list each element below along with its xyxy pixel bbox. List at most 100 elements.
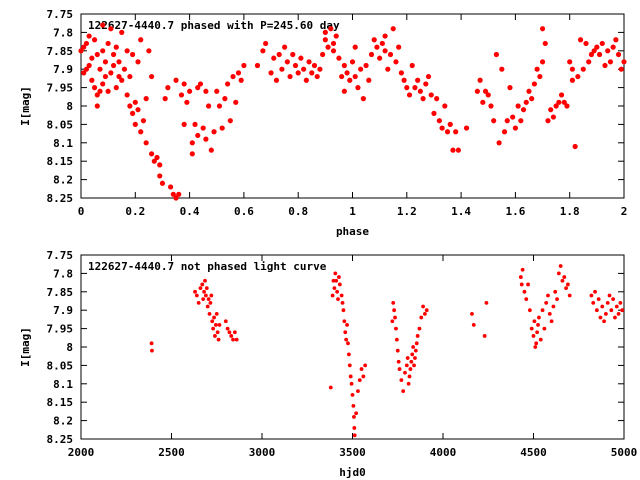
data-point (417, 326, 422, 331)
data-point (200, 125, 206, 131)
x-tick-label: 0.8 (288, 205, 308, 218)
data-point (181, 81, 187, 87)
data-point (366, 77, 372, 83)
data-point (330, 293, 335, 298)
data-point (480, 99, 486, 105)
data-point (271, 55, 277, 61)
data-point (406, 381, 411, 386)
data-point (341, 88, 347, 94)
data-point (613, 37, 619, 43)
data-point (330, 48, 337, 54)
data-point (232, 330, 237, 335)
data-point (357, 378, 362, 383)
data-point (564, 103, 570, 109)
data-point (482, 334, 487, 338)
data-point (146, 48, 152, 54)
data-point (342, 319, 347, 324)
data-point (463, 125, 470, 131)
data-point (385, 66, 391, 72)
data-point (455, 147, 461, 153)
data-point (94, 92, 100, 98)
data-point (273, 77, 280, 83)
data-point (197, 81, 204, 87)
data-point (205, 304, 210, 309)
data-point (210, 319, 215, 324)
data-point (419, 315, 424, 320)
y-tick-label: 7.9 (53, 63, 73, 76)
data-point (409, 62, 415, 69)
data-point (91, 37, 98, 43)
data-point (215, 330, 220, 335)
data-point (501, 129, 508, 135)
y-tick-label: 8 (66, 100, 73, 113)
data-point (471, 323, 476, 327)
data-point (195, 85, 201, 91)
data-point (322, 37, 328, 43)
data-point (545, 118, 551, 124)
x-tick-label: 4000 (430, 446, 457, 459)
data-point (189, 140, 195, 146)
data-point (363, 363, 368, 368)
data-point (522, 289, 527, 294)
data-point (100, 81, 106, 87)
data-point (395, 348, 400, 353)
data-point (605, 300, 610, 305)
data-point (330, 40, 337, 47)
data-point (428, 92, 434, 98)
y-tick-label: 7.85 (47, 45, 74, 58)
data-point (303, 77, 309, 83)
data-point (198, 286, 203, 291)
data-point (360, 96, 366, 102)
data-point (222, 96, 228, 102)
data-point (284, 59, 290, 65)
data-point (415, 77, 421, 83)
y-tick-label: 7.95 (47, 82, 74, 95)
data-point (393, 59, 399, 65)
data-point (97, 66, 103, 72)
data-point (488, 103, 494, 109)
data-point (143, 140, 149, 146)
data-point (583, 40, 589, 47)
data-point (387, 51, 394, 58)
data-point (349, 381, 354, 386)
data-point (336, 55, 342, 61)
data-point (404, 363, 409, 368)
data-point (287, 73, 293, 80)
y-tick-label: 7.95 (47, 323, 74, 336)
data-point (397, 367, 402, 371)
data-point (569, 77, 576, 83)
data-point (214, 88, 220, 94)
data-point (423, 311, 427, 316)
data-point (189, 151, 195, 157)
data-point (83, 40, 90, 47)
data-point (526, 88, 532, 94)
data-point (396, 44, 402, 50)
data-point (352, 415, 356, 419)
data-point (485, 92, 491, 98)
data-point (533, 345, 538, 349)
data-point (225, 81, 231, 87)
data-point (217, 323, 222, 327)
data-point (108, 70, 114, 76)
data-point (524, 297, 529, 302)
data-point (347, 363, 352, 368)
data-point (412, 363, 416, 368)
data-point (609, 308, 614, 313)
data-point (547, 311, 552, 316)
data-point (173, 77, 179, 83)
data-point (91, 85, 98, 91)
data-point (235, 70, 242, 76)
data-point (348, 374, 353, 379)
data-point (377, 55, 383, 61)
x-tick-label: 0.2 (125, 205, 145, 218)
data-point (203, 88, 209, 94)
data-point (620, 308, 625, 313)
plot-title: 122627-4440.7 phased with P=245.60 day (88, 19, 340, 32)
data-point (588, 51, 595, 58)
data-point (165, 85, 171, 91)
data-point (140, 118, 147, 124)
x-tick-label: 2500 (158, 446, 185, 459)
data-point (407, 374, 412, 379)
data-point (399, 378, 404, 383)
data-point (431, 110, 437, 116)
